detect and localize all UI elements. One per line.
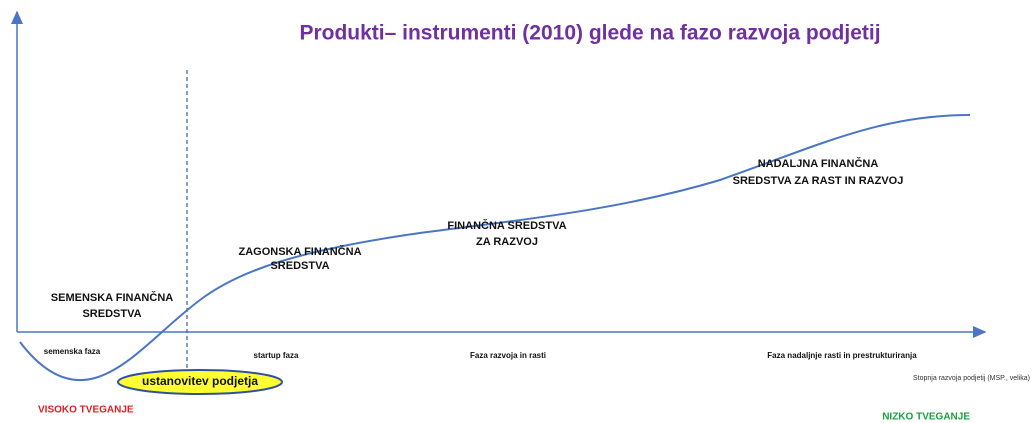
stage-label: ZAGONSKA FINANČNA SREDSTVA bbox=[238, 245, 361, 272]
founding-label: ustanovitev podjetja bbox=[142, 374, 258, 388]
risk-low: NIZKO TVEGANJE bbox=[882, 412, 970, 423]
stage-label: FINANČNA SREDSTVA ZA RAZVOJ bbox=[447, 219, 566, 248]
phase-label: Faza nadaljnje rasti in prestrukturiranj… bbox=[767, 351, 917, 360]
x-axis-label: Stopnja razvoja podjetij (MSP., velika) bbox=[913, 375, 1030, 382]
phase-label: semenska faza bbox=[44, 347, 101, 356]
risk-high: VISOKO TVEGANJE bbox=[38, 405, 134, 416]
title: Produkti– instrumenti (2010) glede na fa… bbox=[299, 22, 880, 45]
phase-label: startup faza bbox=[254, 351, 299, 360]
growth-curve bbox=[19, 114, 971, 382]
stage-label: SEMENSKA FINANČNA SREDSTVA bbox=[51, 291, 173, 320]
stage-label: NADALJNA FINANČNA SREDSTVA ZA RAST IN RAZ… bbox=[733, 157, 904, 187]
phase-label: Faza razvoja in rasti bbox=[470, 351, 546, 360]
founding-badge bbox=[117, 369, 283, 395]
